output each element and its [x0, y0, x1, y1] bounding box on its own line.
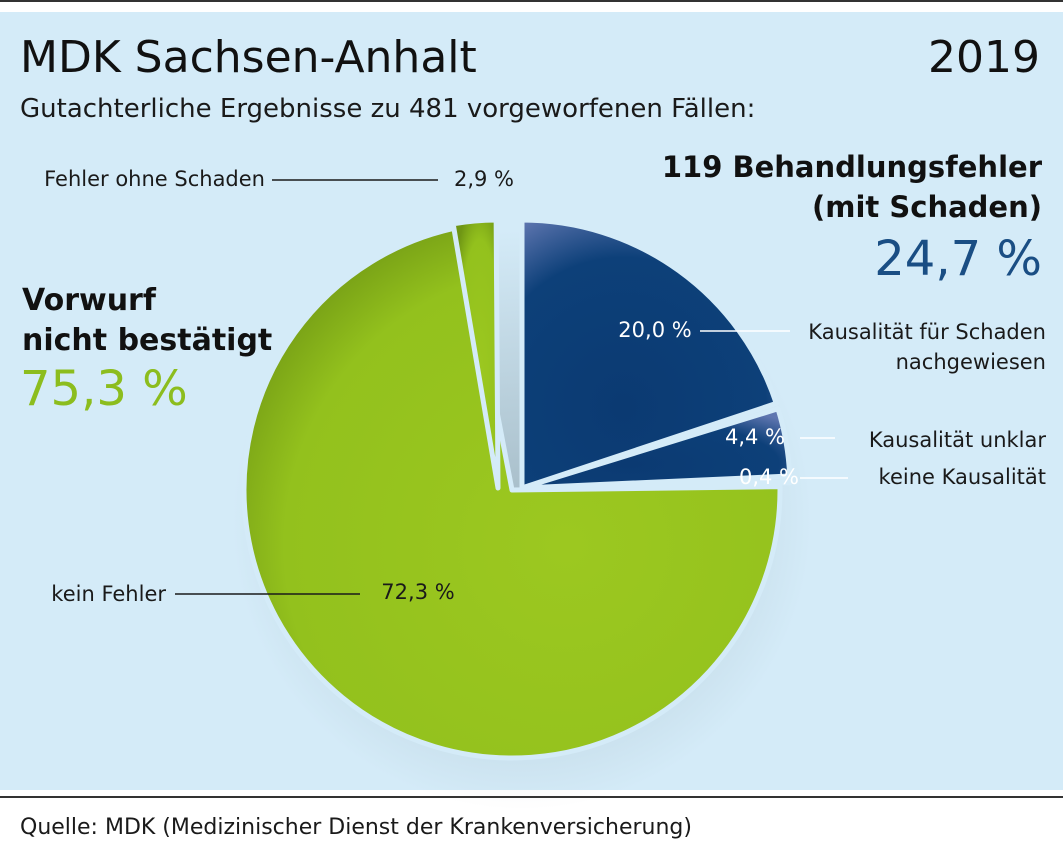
group-not-confirmed-line1: Vorwurf	[22, 283, 157, 318]
slice-category-label-4: kein Fehler	[51, 582, 166, 606]
slice-category-label-1-line2: nachgewiesen	[896, 350, 1046, 374]
slice-value-label-4: 72,3 %	[381, 580, 454, 604]
slice-category-label-2: Kausalität unklar	[869, 428, 1047, 452]
slice-value-label-2: 4,4 %	[725, 425, 785, 449]
pie-slice-3	[519, 479, 793, 491]
slice-value-label-1: 20,0 %	[618, 318, 691, 342]
slice-category-label-5: Fehler ohne Schaden	[44, 167, 265, 191]
chart-title: MDK Sachsen-Anhalt	[20, 32, 477, 83]
group-errors-value: 24,7 %	[874, 231, 1042, 287]
source-note: Quelle: MDK (Medizinischer Dienst der Kr…	[20, 815, 692, 840]
chart-subtitle: Gutachterliche Ergebnisse zu 481 vorgewo…	[20, 94, 755, 124]
slice-category-label-3: keine Kausalität	[879, 465, 1046, 489]
pie-slice-1	[519, 217, 779, 491]
group-not-confirmed-value: 75,3 %	[20, 361, 188, 417]
slice-value-label-3: 0,4 %	[739, 465, 799, 489]
pie-labels: 20,0 % Kausalität für Schaden nachgewiesen…	[44, 167, 1046, 606]
pie-slice-4	[241, 224, 783, 761]
group-not-confirmed-line2: nicht bestätigt	[22, 323, 272, 358]
chart-year: 2019	[928, 32, 1040, 83]
pie-slice-5	[450, 217, 501, 491]
group-errors-line2: (mit Schaden)	[812, 190, 1042, 224]
slice-value-label-5: 2,9 %	[454, 167, 514, 191]
pie-slices	[241, 217, 793, 761]
slice-category-label-1-line1: Kausalität für Schaden	[808, 320, 1046, 344]
group-errors-line1: 119 Behandlungsfehler	[662, 150, 1043, 184]
pie-slice-2	[519, 406, 793, 491]
